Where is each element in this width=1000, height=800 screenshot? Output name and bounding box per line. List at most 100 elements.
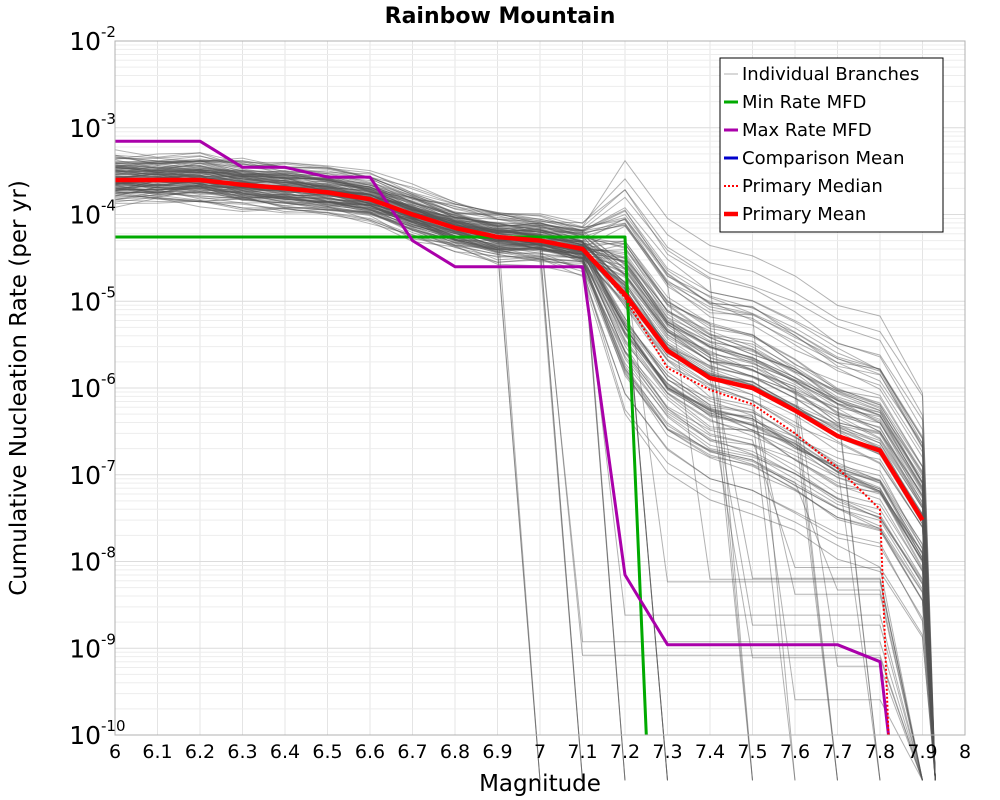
x-axis-label: Magnitude	[479, 771, 601, 797]
y-tick-exponent: -4	[101, 197, 116, 215]
branch-line	[114, 180, 936, 781]
branch-line	[114, 179, 838, 781]
branch-line	[114, 191, 936, 781]
branch-line	[115, 197, 923, 781]
branch-line	[114, 178, 936, 781]
x-tick-label: 6.7	[397, 741, 427, 763]
branch-line	[114, 182, 881, 781]
branch-line	[114, 189, 541, 781]
branch-line	[114, 156, 936, 781]
branch-line	[114, 169, 936, 781]
branch-line	[114, 183, 923, 781]
x-tick-label: 7.8	[865, 741, 895, 763]
branch-line	[114, 179, 936, 781]
branch-line	[114, 184, 936, 781]
branch-line	[114, 157, 936, 781]
branch-line	[114, 191, 923, 781]
x-tick-label: 6	[109, 741, 121, 763]
branch-line	[114, 170, 936, 781]
branch-line	[114, 179, 936, 781]
branch-line	[114, 160, 936, 781]
x-tick-label: 7.4	[695, 741, 725, 763]
y-tick-base: 10	[69, 634, 101, 663]
chart-title: Rainbow Mountain	[385, 4, 616, 29]
series-lines	[115, 139, 925, 736]
branch-line	[114, 185, 936, 781]
branch-line	[114, 188, 936, 781]
y-tick-exponent: -5	[101, 283, 116, 301]
x-tick-label: 7.7	[822, 741, 852, 763]
branch-line	[114, 186, 936, 781]
branch-line	[114, 162, 838, 781]
branch-line	[114, 154, 923, 781]
branch-line	[114, 167, 838, 781]
x-tick-label: 7.5	[737, 741, 767, 763]
branch-line	[114, 173, 936, 781]
legend-entry-label: Max Rate MFD	[742, 120, 872, 141]
x-tick-label: 7.1	[567, 741, 597, 763]
branch-line	[114, 177, 936, 781]
branch-line	[114, 160, 936, 781]
branch-line	[114, 171, 936, 781]
x-tick-label: 6.2	[185, 741, 215, 763]
y-tick-exponent: -10	[101, 717, 126, 735]
branch-line	[114, 169, 541, 781]
branch-line	[114, 152, 753, 781]
y-tick-base: 10	[69, 114, 101, 143]
branch-line	[115, 160, 936, 781]
x-tick-label: 6.6	[355, 741, 385, 763]
plot-area-frame	[114, 40, 966, 736]
branch-line	[114, 164, 936, 781]
branch-line	[114, 180, 936, 781]
branch-line	[114, 163, 936, 781]
branch-line	[114, 174, 936, 781]
branch-line	[114, 167, 936, 781]
branch-line	[114, 177, 936, 781]
branch-line	[114, 190, 936, 781]
y-tick-base: 10	[69, 548, 101, 577]
x-tick-label: 6.1	[142, 741, 172, 763]
y-tick-exponent: -2	[101, 23, 116, 41]
branch-line	[114, 193, 936, 781]
branch-line	[114, 167, 936, 781]
branch-line	[114, 181, 936, 781]
x-tick-label: 6.5	[312, 741, 342, 763]
branch-line	[114, 169, 936, 781]
x-tick-label: 6.4	[270, 741, 300, 763]
legend-entry-label: Primary Mean	[742, 204, 866, 225]
individual-branches	[114, 149, 936, 781]
branch-line	[114, 191, 541, 781]
branch-line	[114, 190, 936, 781]
branch-line	[114, 180, 936, 781]
branch-line	[114, 196, 936, 781]
branch-line	[114, 163, 923, 781]
branch-line	[114, 188, 936, 781]
branch-line	[114, 159, 936, 781]
legend-box	[719, 57, 944, 233]
branch-line	[114, 169, 936, 781]
branch-line	[114, 180, 936, 781]
primary-median-line	[115, 179, 890, 736]
branch-line	[114, 164, 936, 781]
branch-line	[114, 169, 668, 781]
y-tick-base: 10	[69, 721, 101, 750]
branch-line	[114, 165, 936, 781]
y-tick-base: 10	[69, 461, 101, 490]
y-tick-base: 10	[69, 374, 101, 403]
branch-line	[114, 165, 923, 781]
branch-line	[114, 164, 936, 781]
branch-line	[114, 166, 668, 781]
primary-mean-line	[115, 177, 925, 522]
branch-line	[114, 178, 936, 781]
legend-entry-label: Min Rate MFD	[742, 92, 866, 113]
branch-line	[114, 162, 796, 781]
branch-line	[114, 199, 936, 781]
legend-entry-label: Individual Branches	[742, 64, 919, 85]
branch-line	[114, 165, 936, 781]
branch-line	[114, 149, 936, 781]
y-tick-exponent: -3	[101, 110, 116, 128]
branch-line	[114, 189, 936, 781]
branch-line	[114, 186, 936, 781]
